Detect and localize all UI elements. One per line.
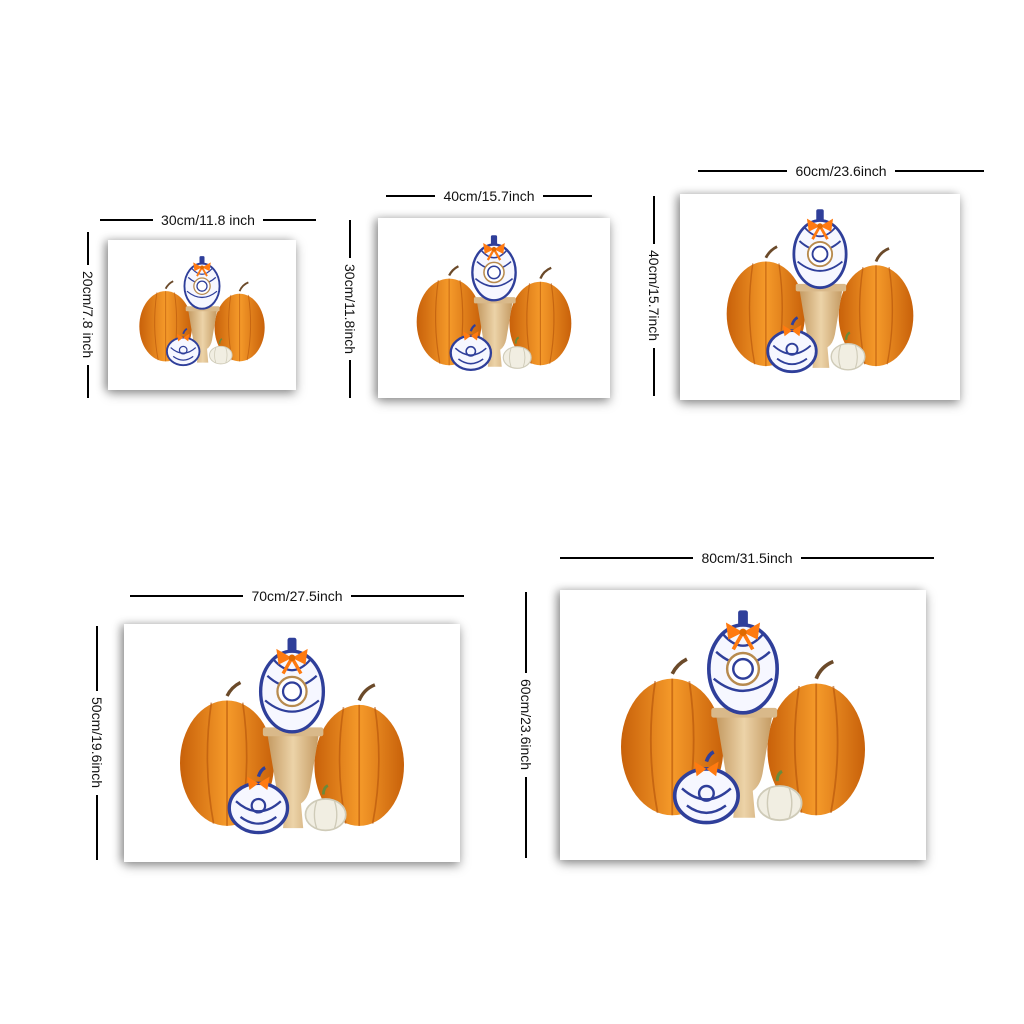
dimension-line — [130, 595, 244, 597]
pumpkin-artwork — [415, 234, 573, 372]
width-label: 80cm/31.5inch — [701, 550, 793, 566]
height-dimension-1: 20cm/7.8 inch — [76, 232, 100, 399]
canvas-print-1 — [108, 240, 296, 390]
width-label: 30cm/11.8 inch — [161, 212, 255, 228]
width-dimension-1: 30cm/11.8 inch — [100, 208, 316, 232]
dimension-line — [350, 595, 464, 597]
dimension-line — [349, 220, 351, 258]
dimension-line — [800, 557, 934, 559]
dimension-line — [894, 170, 984, 172]
canvas-print-2 — [378, 218, 610, 398]
dimension-line — [525, 776, 527, 858]
height-label: 30cm/11.8inch — [342, 264, 358, 355]
dimension-line — [560, 557, 694, 559]
canvas-print-3 — [680, 194, 960, 400]
dimension-line — [262, 219, 316, 221]
height-dimension-4: 50cm/19.6inch — [84, 626, 110, 860]
width-dimension-4: 70cm/27.5inch — [130, 584, 464, 608]
height-label: 20cm/7.8 inch — [80, 271, 96, 359]
dimension-line — [525, 592, 527, 674]
width-label: 40cm/15.7inch — [443, 188, 535, 204]
dimension-line — [96, 626, 98, 692]
width-dimension-2: 40cm/15.7inch — [386, 184, 592, 208]
dimension-line — [349, 360, 351, 399]
dimension-line — [87, 232, 89, 266]
pumpkin-artwork — [725, 207, 915, 374]
height-dimension-5: 60cm/23.6inch — [514, 592, 538, 858]
width-dimension-3: 60cm/23.6inch — [698, 160, 984, 182]
dimension-line — [96, 794, 98, 860]
width-label: 70cm/27.5inch — [251, 588, 343, 604]
canvas-print-4 — [124, 624, 460, 862]
height-label: 60cm/23.6inch — [518, 679, 534, 771]
height-label: 40cm/15.7inch — [646, 250, 662, 342]
pumpkin-artwork — [178, 636, 406, 835]
dimension-line — [653, 196, 655, 245]
dimension-line — [698, 170, 788, 172]
canvas-print-5 — [560, 590, 926, 860]
pumpkin-artwork — [619, 608, 867, 825]
dimension-line — [100, 219, 154, 221]
dimension-line — [653, 347, 655, 396]
dimension-line — [87, 364, 89, 399]
height-label: 50cm/19.6inch — [89, 697, 105, 789]
dimension-line — [542, 195, 592, 197]
width-label: 60cm/23.6inch — [795, 163, 887, 179]
pumpkin-artwork — [138, 255, 266, 367]
dimension-line — [386, 195, 436, 197]
height-dimension-2: 30cm/11.8inch — [338, 220, 362, 399]
width-dimension-5: 80cm/31.5inch — [560, 546, 934, 570]
height-dimension-3: 40cm/15.7inch — [642, 196, 666, 396]
